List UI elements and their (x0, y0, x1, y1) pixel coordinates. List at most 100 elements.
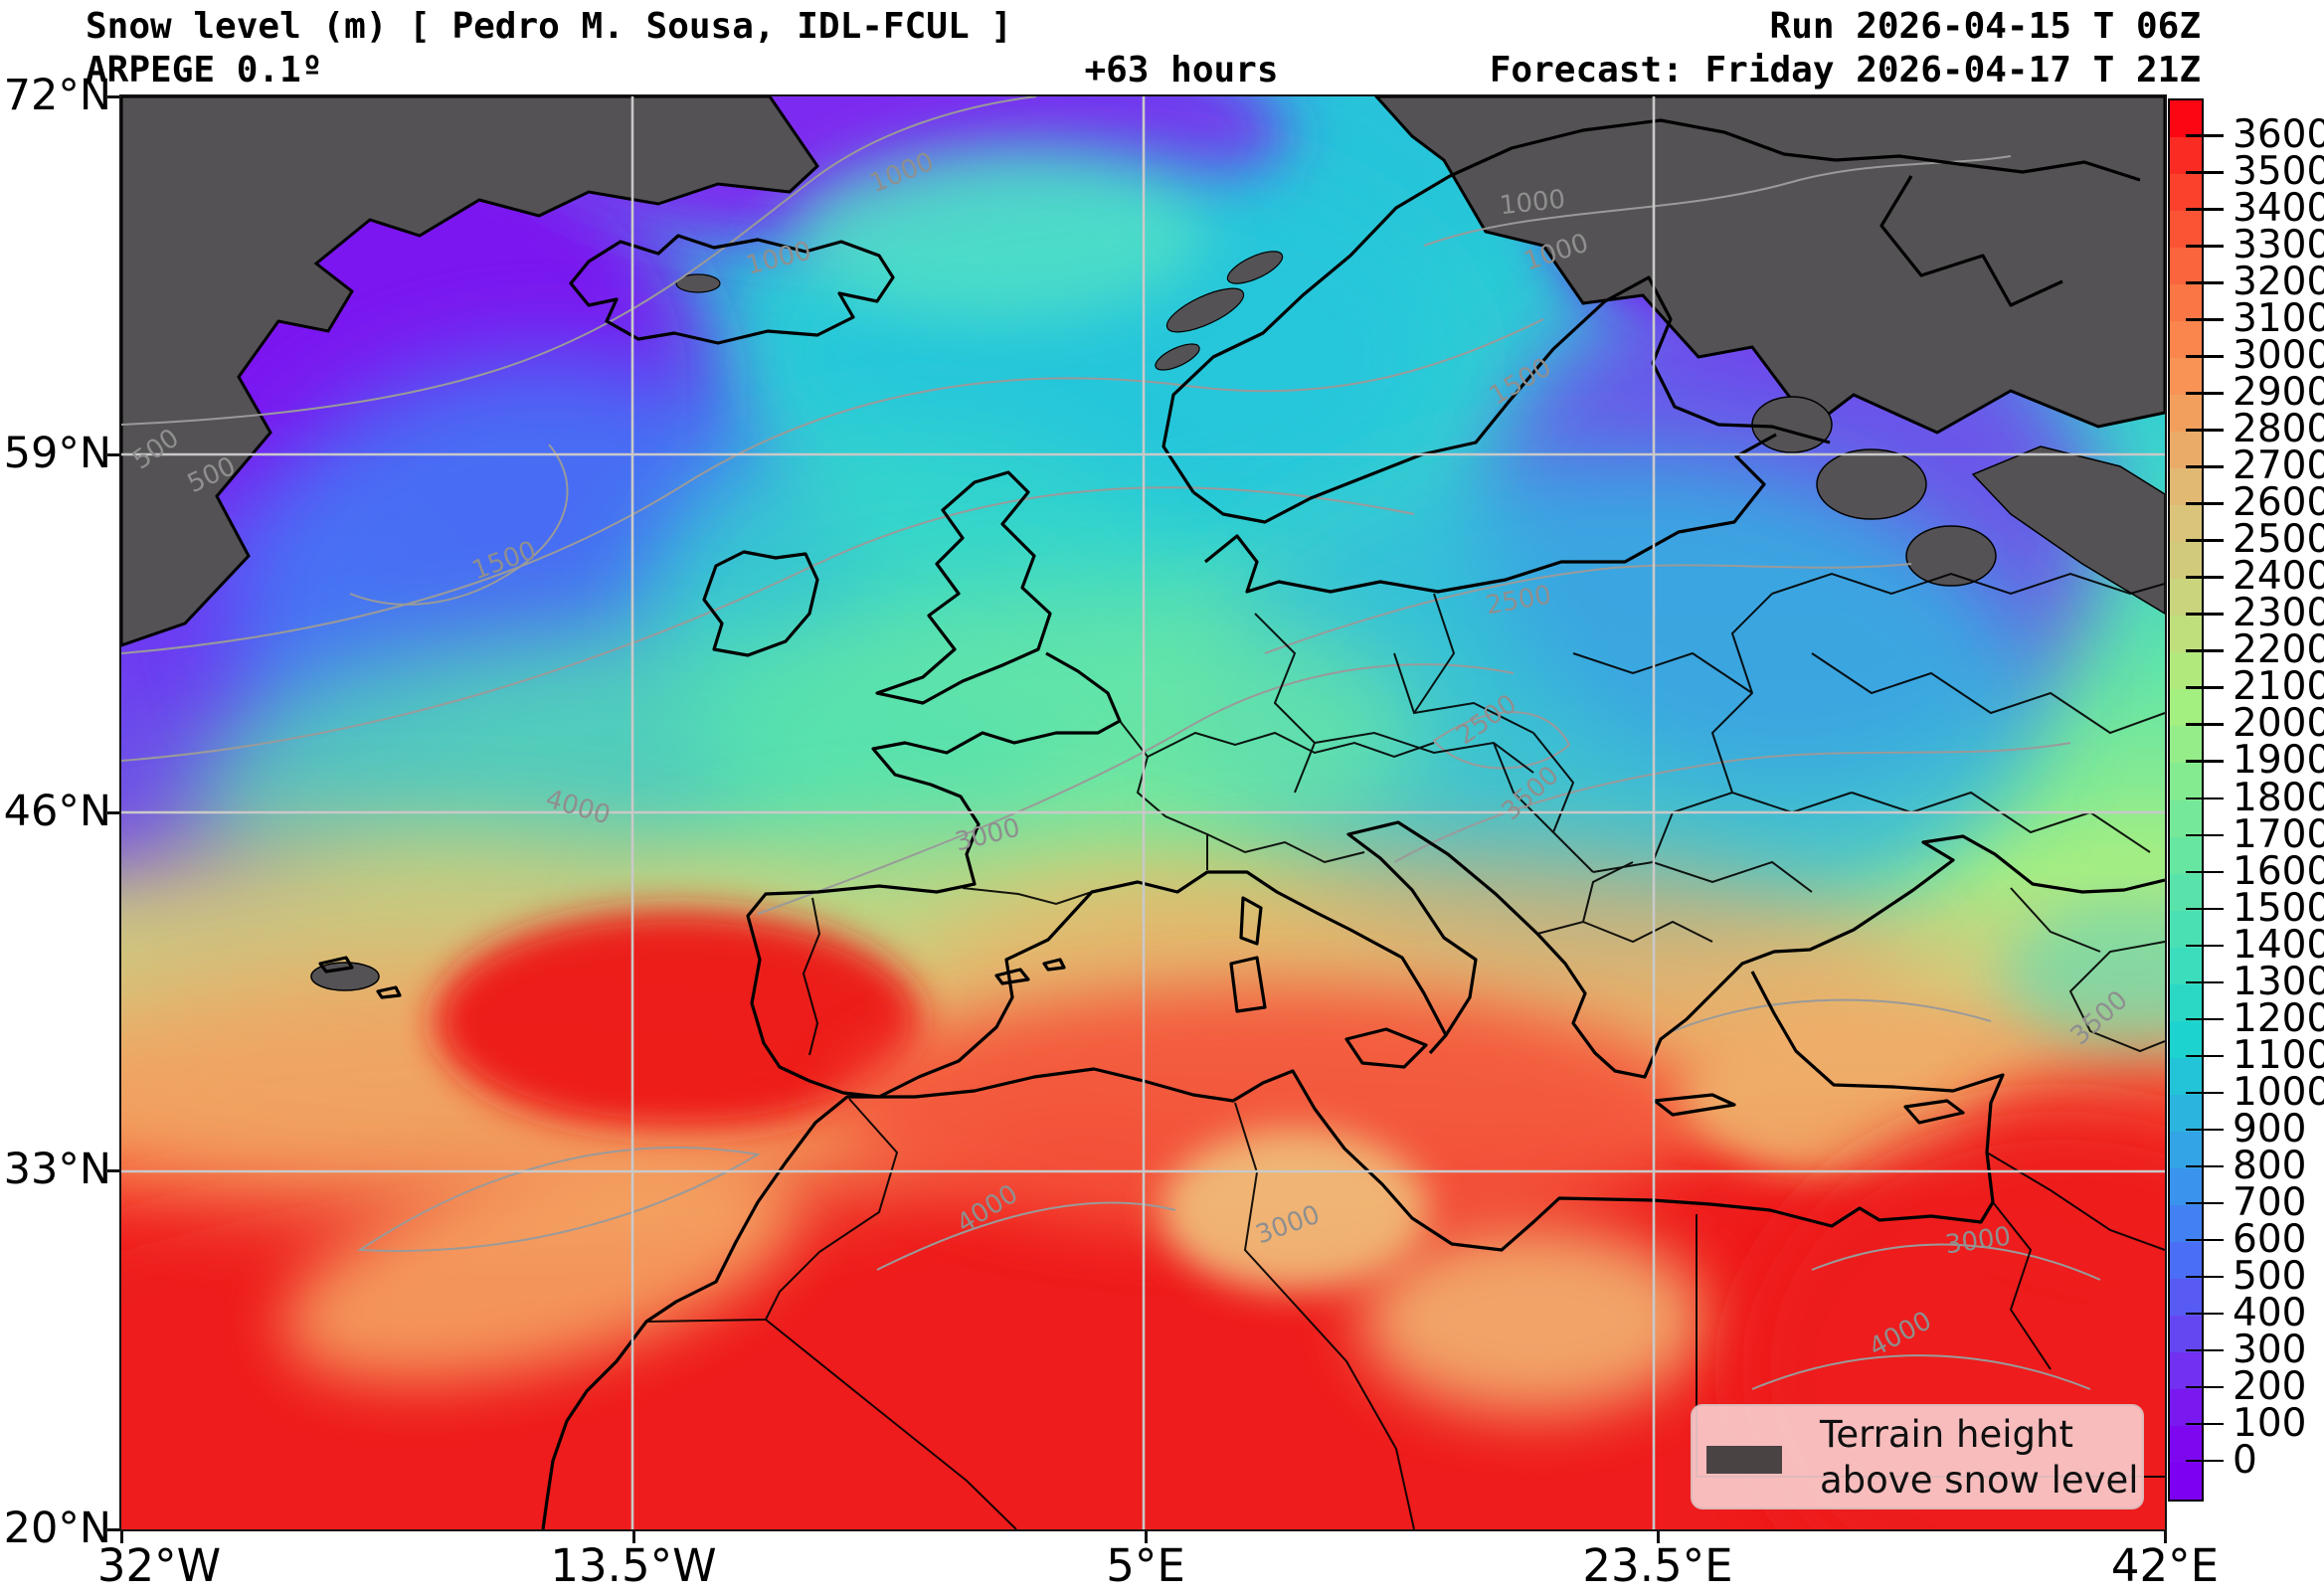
y-axis-tick-label: 33°N (3, 1145, 111, 1194)
terrain-swatch (1706, 1446, 1782, 1474)
colorbar-segment (2170, 467, 2202, 506)
colorbar-tick-label: 2600 (2233, 480, 2324, 526)
colorbar-tick-label: 1500 (2233, 885, 2324, 931)
colorbar-tick-label: 1000 (2233, 1069, 2324, 1115)
colorbar-segment (2170, 762, 2202, 800)
colorbar-tick-mark (2186, 1164, 2224, 1168)
colorbar-segment (2170, 947, 2202, 984)
colorbar-tick-mark (2186, 649, 2224, 652)
legend-label-line2: above snow level (1820, 1459, 2139, 1502)
coast-ireland (702, 550, 819, 657)
colorbar-tick-mark (2186, 539, 2224, 542)
x-axis-tick-label: 5°E (1106, 1539, 1185, 1592)
colorbar-segment (2170, 725, 2202, 764)
coast-corsica (1239, 896, 1263, 946)
colorbar-tick-mark (2186, 797, 2224, 799)
snow-level-field (121, 96, 2165, 1529)
colorbar-tick-label: 3600 (2233, 112, 2324, 158)
colorbar-segment (2170, 357, 2202, 396)
lead-time-label: +63 hours (1084, 50, 1279, 90)
colorbar-tick-mark (2186, 1348, 2224, 1352)
colorbar-tick-mark (2186, 723, 2224, 726)
colorbar-segment (2170, 1057, 2202, 1095)
coast-azores (318, 956, 402, 999)
colorbar-segment (2170, 173, 2202, 212)
model-label: ARPEGE 0.1º (86, 50, 323, 90)
colorbar-tick-mark (2186, 355, 2224, 358)
y-axis-tick-mark (107, 1528, 119, 1531)
colorbar-tick-mark (2186, 134, 2224, 137)
x-axis-tick-label: 13.5°W (550, 1539, 717, 1592)
page-title: Snow level (m) [ Pedro M. Sousa, IDL-FCU… (86, 6, 1012, 47)
colorbar-tick-label: 2000 (2233, 701, 2324, 747)
colorbar-tick-label: 2300 (2233, 591, 2324, 636)
colorbar-tick-mark (2186, 1312, 2224, 1316)
y-axis-tick-mark (107, 453, 119, 456)
coastlines (318, 118, 2165, 1529)
colorbar-tick-mark (2186, 613, 2224, 616)
coast-sicily (1344, 1027, 1428, 1069)
x-axis-tick-label: 32°W (96, 1539, 222, 1592)
coast-white-sea (1879, 175, 2063, 307)
colorbar-segment (2170, 688, 2202, 727)
x-axis-tick-mark (632, 1531, 635, 1543)
colorbar-segment (2170, 504, 2202, 543)
colorbar-tick-label: 400 (2233, 1290, 2307, 1335)
colorbar-segment (2170, 1462, 2202, 1500)
colorbar-tick-mark (2186, 245, 2224, 248)
colorbar-segment (2170, 1167, 2202, 1205)
colorbar-tick-label: 2200 (2233, 627, 2324, 673)
colorbar-tick-label: 1300 (2233, 959, 2324, 1004)
colorbar-tick-label: 700 (2233, 1179, 2307, 1225)
colorbar-tick-mark (2186, 1385, 2224, 1389)
colorbar-tick-mark (2186, 870, 2224, 874)
run-label: Run 2026-04-15 T 06Z (1769, 6, 2201, 47)
coast-west-europe (746, 651, 1448, 1099)
colorbar-tick-mark (2186, 1459, 2224, 1463)
colorbar-tick-label: 500 (2233, 1253, 2307, 1299)
legend-box: Terrain height above snow level (1691, 1404, 2144, 1509)
colorbar-tick-mark (2186, 833, 2224, 837)
colorbar-tick-mark (2186, 944, 2224, 948)
grid-lines (121, 96, 2165, 1529)
y-axis-tick-mark (107, 811, 119, 814)
y-axis-tick-mark (107, 95, 119, 98)
map-canvas: 500 500 1000 1000 1000 1000 1500 1500 2500 2500 30… (119, 94, 2167, 1531)
colorbar-tick-label: 1400 (2233, 922, 2324, 968)
colorbar-segment (2170, 283, 2202, 322)
colorbar (2168, 98, 2204, 1502)
colorbar-segment (2170, 651, 2202, 690)
coast-baltic-south (1203, 433, 1777, 594)
colorbar-segment (2170, 1388, 2202, 1426)
colorbar-tick-mark (2186, 1091, 2224, 1095)
colorbar-tick-mark (2186, 1201, 2224, 1205)
terrain-nw-russia (1373, 96, 2165, 435)
colorbar-tick-label: 2900 (2233, 370, 2324, 416)
legend-label-line1: Terrain height (1820, 1413, 2073, 1456)
colorbar-tick-label: 900 (2233, 1106, 2307, 1152)
colorbar-tick-mark (2186, 1275, 2224, 1279)
terrain-norway (1165, 287, 1245, 333)
colorbar-segment (2170, 873, 2202, 911)
colorbar-tick-label: 600 (2233, 1216, 2307, 1262)
coast-balearics (994, 958, 1066, 985)
colorbar-segment (2170, 910, 2202, 948)
colorbar-tick-label: 1700 (2233, 811, 2324, 857)
colorbar-segment (2170, 1020, 2202, 1058)
colorbar-tick-label: 1200 (2233, 995, 2324, 1041)
coast-turkey-africa (541, 971, 2005, 1529)
colorbar-tick-label: 2500 (2233, 517, 2324, 563)
colorbar-tick-label: 2400 (2233, 554, 2324, 600)
colorbar-tick-label: 0 (2233, 1437, 2257, 1483)
colorbar-tick-mark (2186, 1128, 2224, 1132)
colorbar-segment (2170, 615, 2202, 653)
colorbar-tick-mark (2186, 208, 2224, 211)
colorbar-segment (2170, 1315, 2202, 1352)
x-axis-tick-label: 23.5°E (1582, 1539, 1733, 1592)
colorbar-tick-mark (2186, 686, 2224, 689)
colorbar-segment (2170, 836, 2202, 874)
colorbar-tick-mark (2186, 429, 2224, 432)
x-axis-tick-mark (2164, 1531, 2167, 1543)
coast-scandinavia-west (1162, 118, 2141, 493)
colorbar-tick-mark (2186, 1422, 2224, 1426)
